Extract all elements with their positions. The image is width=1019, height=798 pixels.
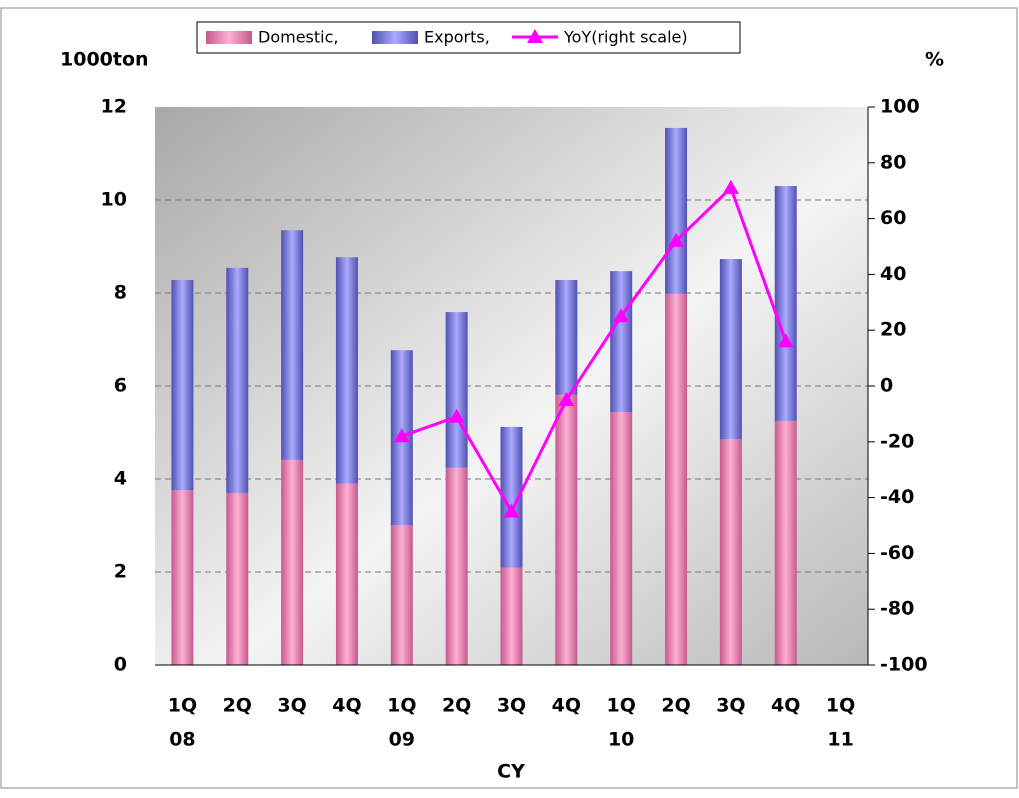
y-tick-label: 0 xyxy=(114,654,127,676)
bar-segment xyxy=(665,127,688,294)
y2-tick-label: 20 xyxy=(880,319,906,341)
y2-tick-label: -40 xyxy=(880,486,914,508)
legend-label: YoY(right scale) xyxy=(563,28,688,47)
legend-label: Domestic, xyxy=(258,28,338,47)
x-group-label: 09 xyxy=(389,729,415,751)
bar-segment xyxy=(719,439,742,665)
x-tick-label: 2Q xyxy=(442,695,471,717)
x-tick-label: 3Q xyxy=(277,695,306,717)
bar-segment xyxy=(226,267,249,493)
yoy-marker xyxy=(668,232,685,247)
yoy-marker xyxy=(393,428,410,443)
bar-segment xyxy=(665,293,688,665)
y2-tick-label: -80 xyxy=(880,598,914,620)
bar-segment xyxy=(445,467,468,665)
y-tick-label: 12 xyxy=(101,96,127,118)
yoy-line xyxy=(401,185,788,515)
x-group-label: 08 xyxy=(169,729,195,751)
legend-box xyxy=(196,21,741,54)
x-tick-label: 1Q xyxy=(387,695,416,717)
yoy-marker xyxy=(613,308,630,323)
x-tick-label: 1Q xyxy=(826,695,855,717)
y-tick-label: 2 xyxy=(114,561,127,583)
yoy-marker xyxy=(777,333,794,348)
legend-swatch xyxy=(206,31,252,44)
bar-segment xyxy=(335,483,358,665)
yoy-marker xyxy=(448,408,465,423)
bar-segment xyxy=(555,394,578,665)
bar-segment xyxy=(281,459,304,665)
x-tick-label: 2Q xyxy=(661,695,690,717)
bar-segment xyxy=(390,525,413,665)
y2-tick-label: 100 xyxy=(880,96,920,118)
x-tick-label: 4Q xyxy=(332,695,361,717)
x-tick-label: 4Q xyxy=(552,695,581,717)
bar-segment xyxy=(445,312,468,468)
yoy-marker xyxy=(558,391,575,406)
x-tick-label: 1Q xyxy=(607,695,636,717)
bar-segment xyxy=(500,567,523,665)
x-tick-label: 4Q xyxy=(771,695,800,717)
yoy-marker xyxy=(503,503,520,518)
bar-segment xyxy=(719,259,742,440)
y2-axis-title: % xyxy=(925,49,944,71)
y-tick-label: 6 xyxy=(114,375,127,397)
bar-segment xyxy=(774,186,797,421)
x-axis-title: CY xyxy=(497,761,525,783)
y2-tick-label: 60 xyxy=(880,207,906,229)
x-tick-label: 1Q xyxy=(168,695,197,717)
y-tick-label: 4 xyxy=(114,468,127,490)
y2-tick-label: -60 xyxy=(880,542,914,564)
bar-segment xyxy=(610,271,633,413)
y-axis-title: 1000ton xyxy=(60,49,149,71)
legend-marker xyxy=(527,29,543,43)
y2-tick-label: 40 xyxy=(880,263,906,285)
legend-label: Exports, xyxy=(424,28,490,47)
yoy-marker xyxy=(722,179,739,194)
bar-segment xyxy=(500,426,523,568)
legend-swatch xyxy=(372,31,418,44)
bar-segment xyxy=(171,490,194,665)
bar-segment xyxy=(281,230,304,460)
y2-tick-label: -100 xyxy=(880,654,928,676)
x-group-label: 11 xyxy=(827,729,853,751)
x-tick-label: 2Q xyxy=(223,695,252,717)
y2-tick-label: 80 xyxy=(880,151,906,173)
bar-segment xyxy=(555,279,578,395)
bar-segment xyxy=(226,492,249,665)
y-tick-label: 10 xyxy=(101,189,127,211)
y2-tick-label: 0 xyxy=(880,375,893,397)
bar-segment xyxy=(610,412,633,665)
x-group-label: 10 xyxy=(608,729,634,751)
bar-segment xyxy=(171,279,194,491)
legend: Domestic, Exports, YoY(right scale) xyxy=(196,21,741,54)
y-tick-label: 8 xyxy=(114,282,127,304)
y2-tick-label: -20 xyxy=(880,430,914,452)
bar-segment xyxy=(335,257,358,484)
bar-segment xyxy=(774,420,797,665)
x-tick-label: 3Q xyxy=(716,695,745,717)
x-tick-label: 3Q xyxy=(497,695,526,717)
